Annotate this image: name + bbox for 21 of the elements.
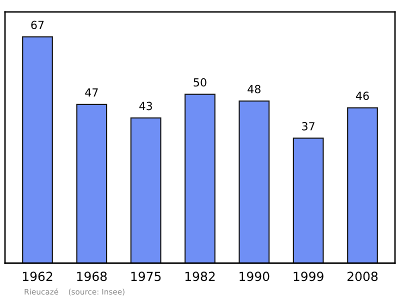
data-label: 47 (85, 88, 98, 97)
x-tick-label: 1968 (77, 272, 107, 282)
x-tick-label: 1962 (22, 272, 52, 282)
data-label: 48 (248, 84, 260, 94)
bar (238, 100, 270, 264)
x-tick-label: 1999 (294, 272, 324, 282)
bar (130, 117, 162, 264)
data-label: 37 (302, 122, 314, 130)
x-tick-label: 2008 (348, 272, 378, 282)
bar (184, 94, 216, 264)
bar (292, 138, 324, 264)
data-label: 50 (194, 78, 206, 87)
bar (76, 104, 108, 264)
data-label: 46 (356, 92, 369, 100)
bar (347, 107, 378, 264)
x-tick-label: 1975 (131, 272, 161, 282)
x-tick-label: 1990 (240, 272, 270, 282)
bar (22, 36, 53, 264)
x-tick-label: 1982 (185, 272, 215, 282)
data-label: 43 (139, 102, 152, 110)
data-label: 67 (31, 20, 44, 30)
